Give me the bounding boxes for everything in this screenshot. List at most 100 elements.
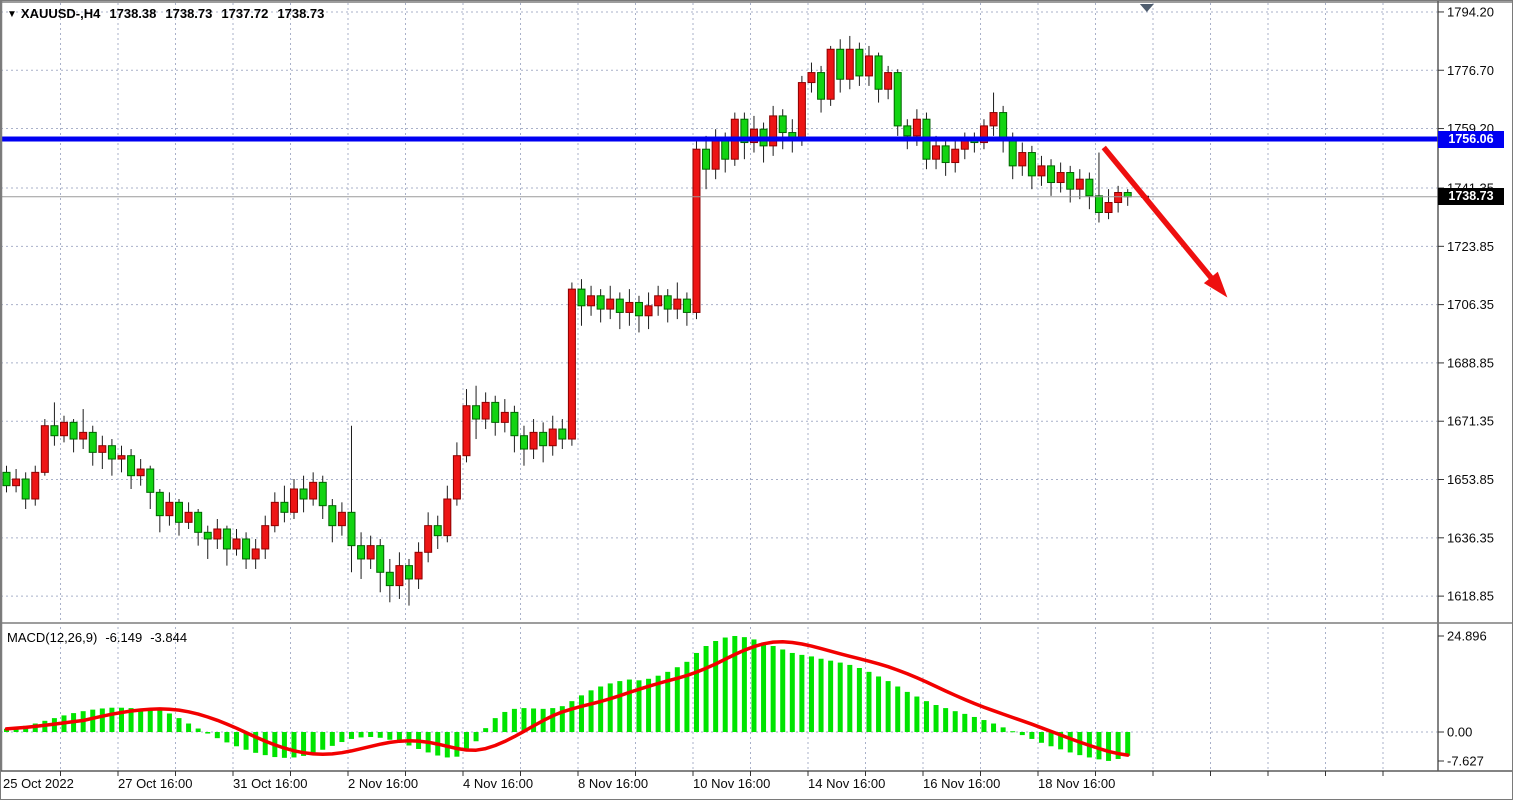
- macd-histogram-bar: [1019, 732, 1025, 736]
- macd-histogram-bar: [492, 718, 498, 732]
- bull-candle: [711, 138, 720, 170]
- bull-candle: [749, 128, 758, 144]
- macd-histogram-bar: [607, 683, 613, 732]
- macd-histogram-bar: [214, 732, 220, 739]
- bear-candle: [1047, 165, 1056, 184]
- bear-candle: [519, 435, 528, 450]
- bear-candle: [855, 48, 864, 77]
- macd-histogram-bar: [502, 711, 508, 732]
- bull-candle: [769, 115, 778, 147]
- bear-candle: [2, 471, 11, 487]
- bull-candle: [414, 551, 423, 580]
- candles-layer: [2, 35, 1132, 606]
- bear-candle: [634, 301, 643, 317]
- macd-histogram-bar: [971, 716, 977, 732]
- time-tick-label: 16 Nov 16:00: [923, 776, 1000, 791]
- macd-histogram-bar: [521, 708, 527, 732]
- quote-low: 1737.72: [221, 6, 269, 21]
- macd-histogram-bar: [339, 732, 345, 743]
- bull-candle: [548, 428, 557, 447]
- macd-histogram-bar: [895, 686, 901, 732]
- bear-candle: [385, 571, 394, 587]
- macd-histogram-bar: [118, 707, 124, 732]
- macd-histogram-bar: [732, 635, 738, 732]
- macd-histogram-bar: [138, 708, 144, 732]
- macd-histogram-bar: [885, 681, 891, 732]
- bear-candle: [1085, 178, 1094, 197]
- time-tick-label: 10 Nov 16:00: [693, 776, 770, 791]
- bull-candle: [845, 48, 854, 80]
- time-tick-label: 4 Nov 16:00: [463, 776, 533, 791]
- symbol-header[interactable]: ▼ XAUUSD-,H4 1738.38 1738.73 1737.72 1738.73: [7, 6, 324, 21]
- macd-histogram-bar: [195, 728, 201, 732]
- macd-indicator-header: MACD(12,26,9) -6.149 -3.844: [7, 630, 187, 645]
- symbol-dropdown-icon[interactable]: ▼: [7, 9, 17, 20]
- bear-candle: [242, 538, 251, 560]
- macd-histogram-bar: [904, 691, 910, 732]
- bull-candle: [165, 501, 174, 517]
- bear-candle: [510, 411, 519, 437]
- macd-histogram-bar: [991, 723, 997, 732]
- bear-candle: [1066, 172, 1075, 190]
- price-tick-label: 1618.85: [1447, 589, 1494, 604]
- macd-histogram-bar: [157, 710, 163, 732]
- macd-histogram-bar: [176, 718, 182, 732]
- bull-candle: [606, 298, 615, 310]
- bear-candle: [50, 425, 59, 437]
- macd-histogram-bar: [1010, 731, 1016, 733]
- bull-candle: [12, 478, 21, 487]
- bear-candle: [596, 295, 605, 310]
- bear-candle: [1123, 192, 1132, 198]
- bear-candle: [203, 531, 212, 540]
- bull-candle: [117, 455, 126, 460]
- bear-candle: [69, 421, 78, 440]
- macd-histogram-bar: [1096, 732, 1102, 760]
- macd-histogram-bar: [713, 640, 719, 732]
- macd-histogram-bar: [1048, 732, 1054, 747]
- down-arrow-shaft: [1101, 145, 1217, 284]
- bull-candle: [951, 148, 960, 164]
- bear-candle: [318, 481, 327, 507]
- macd-histogram-bar: [828, 660, 834, 732]
- macd-histogram-bar: [876, 676, 882, 732]
- time-tick-label: 18 Nov 16:00: [1038, 776, 1115, 791]
- macd-histogram-bar: [799, 654, 805, 732]
- bear-candle: [615, 298, 624, 313]
- bull-candle: [366, 545, 375, 560]
- macd-histogram-bar: [320, 732, 326, 750]
- macd-histogram-bar: [684, 661, 690, 732]
- bull-candle: [864, 55, 873, 77]
- time-tick-label: 25 Oct 2022: [3, 776, 74, 791]
- bull-candle: [989, 112, 998, 127]
- bull-candle: [98, 445, 107, 453]
- bull-candle: [424, 525, 433, 553]
- bull-candle: [261, 525, 270, 550]
- macd-histogram-bar: [396, 732, 402, 743]
- bear-candle: [721, 138, 730, 160]
- macd-label: MACD(12,26,9): [7, 630, 98, 645]
- bear-candle: [702, 148, 711, 170]
- bull-candle: [797, 82, 806, 140]
- current-price-label: 1738.73: [1438, 188, 1504, 206]
- macd-tick-label: 24.896: [1447, 629, 1487, 644]
- macd-histogram-bar: [262, 732, 268, 756]
- macd-histogram-bar: [569, 701, 575, 732]
- macd-histogram-bar: [636, 680, 642, 732]
- bull-candle: [826, 48, 835, 100]
- bear-candle: [222, 528, 231, 550]
- bear-candle: [357, 545, 366, 560]
- bull-candle: [529, 431, 538, 450]
- grid-layer: [1, 3, 1438, 770]
- macd-histogram-bar: [693, 652, 699, 732]
- bull-candle: [807, 72, 816, 84]
- macd-histogram-bar: [550, 708, 556, 732]
- macd-histogram-bar: [348, 732, 354, 739]
- bull-candle: [1104, 202, 1113, 214]
- bear-candle: [88, 431, 97, 453]
- macd-histogram-bar: [483, 728, 489, 732]
- time-tick-label: 14 Nov 16:00: [808, 776, 885, 791]
- bull-candle: [481, 401, 490, 420]
- macd-histogram-bar: [626, 679, 632, 732]
- bear-candle: [740, 118, 749, 144]
